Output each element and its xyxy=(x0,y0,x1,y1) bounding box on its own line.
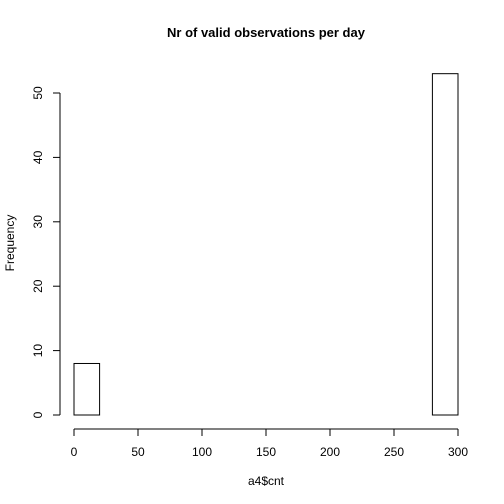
x-tick-label: 100 xyxy=(192,445,212,459)
y-tick-label: 30 xyxy=(31,215,45,229)
chart-title: Nr of valid observations per day xyxy=(167,25,366,40)
x-tick-label: 250 xyxy=(384,445,404,459)
y-axis-label: Frequency xyxy=(3,215,17,272)
x-tick-label: 150 xyxy=(256,445,276,459)
histogram-bar xyxy=(431,73,459,416)
y-axis: 0 10 20 30 40 50 xyxy=(31,86,61,418)
x-tick-label: 200 xyxy=(320,445,340,459)
x-tick-label: 50 xyxy=(131,445,145,459)
y-tick-label: 40 xyxy=(31,150,45,164)
x-tick-label: 300 xyxy=(448,445,468,459)
x-axis-label: a4$cnt xyxy=(248,474,285,488)
y-tick-label: 50 xyxy=(31,86,45,100)
x-axis: 0 50 100 150 200 250 300 xyxy=(71,428,468,459)
histogram-bar xyxy=(73,362,101,416)
y-tick-label: 10 xyxy=(31,344,45,358)
y-tick-label: 0 xyxy=(31,411,45,418)
y-tick-label: 20 xyxy=(31,279,45,293)
bars-group xyxy=(73,73,459,416)
x-tick-label: 0 xyxy=(71,445,78,459)
